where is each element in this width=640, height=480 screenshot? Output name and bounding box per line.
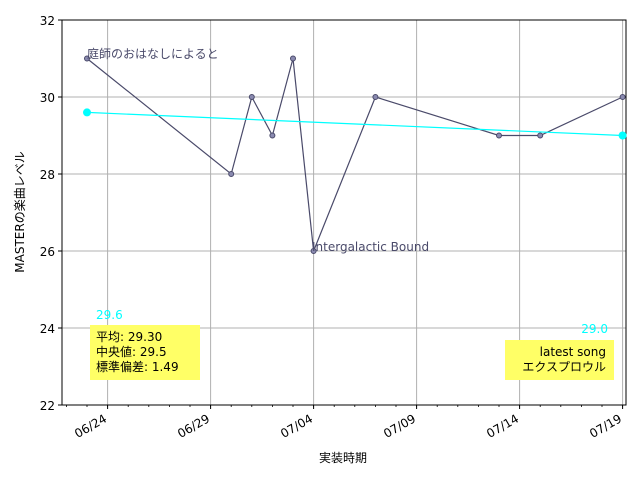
level-point — [496, 132, 502, 139]
lowest-song-annotation: Intergalactic Bound — [312, 240, 429, 254]
y-tick-label: 22 — [40, 399, 55, 413]
series — [83, 55, 627, 254]
x-tick-label: 06/29 — [175, 411, 212, 440]
x-tick-label: 07/04 — [278, 411, 315, 440]
latest-box-background — [505, 340, 614, 380]
trend-start-label: 29.6 — [96, 308, 123, 322]
latest-song-caption: latest song — [540, 345, 606, 359]
y-tick-label: 26 — [40, 245, 55, 259]
stats-box: 平均: 29.30 中央値: 29.5 標準偏差: 1.49 — [90, 325, 200, 380]
y-tick-label: 32 — [40, 14, 55, 28]
y-tick-label: 28 — [40, 168, 55, 182]
plot-area-frame — [61, 19, 627, 406]
stats-stddev: 標準偏差: 1.49 — [96, 359, 179, 374]
y-tick-label: 30 — [40, 91, 55, 105]
trend-endpoint — [83, 108, 91, 117]
x-axis-label: 実装時期 — [319, 450, 367, 465]
level-point — [372, 94, 379, 100]
trend-endpoint — [618, 131, 627, 140]
latest-song-box: latest song エクスプロウル — [505, 340, 614, 380]
y-tick-label: 24 — [40, 322, 55, 336]
trend-line — [86, 111, 623, 137]
first-song-annotation: 庭師のおはなしによると — [87, 46, 219, 61]
level-point — [537, 132, 544, 139]
level-point — [228, 171, 235, 177]
level-point — [84, 55, 90, 62]
level-line — [86, 58, 623, 252]
level-point — [310, 248, 317, 254]
stats-mean: 平均: 29.30 — [96, 330, 162, 344]
y-axis-label: MASTERの楽曲レベル — [13, 151, 27, 272]
stats-box-background — [90, 325, 200, 380]
x-tick-label: 07/19 — [587, 411, 624, 440]
level-point — [290, 55, 296, 62]
trend-end-label: 29.0 — [581, 322, 608, 336]
x-tick-label: 06/24 — [72, 411, 109, 440]
level-point — [248, 94, 255, 100]
x-tick-label: 07/14 — [484, 411, 521, 440]
level-point — [619, 94, 626, 100]
latest-song-title: エクスプロウル — [522, 360, 606, 374]
level-point — [269, 132, 276, 139]
x-tick-label: 07/09 — [381, 411, 418, 440]
stats-median: 中央値: 29.5 — [96, 344, 167, 359]
